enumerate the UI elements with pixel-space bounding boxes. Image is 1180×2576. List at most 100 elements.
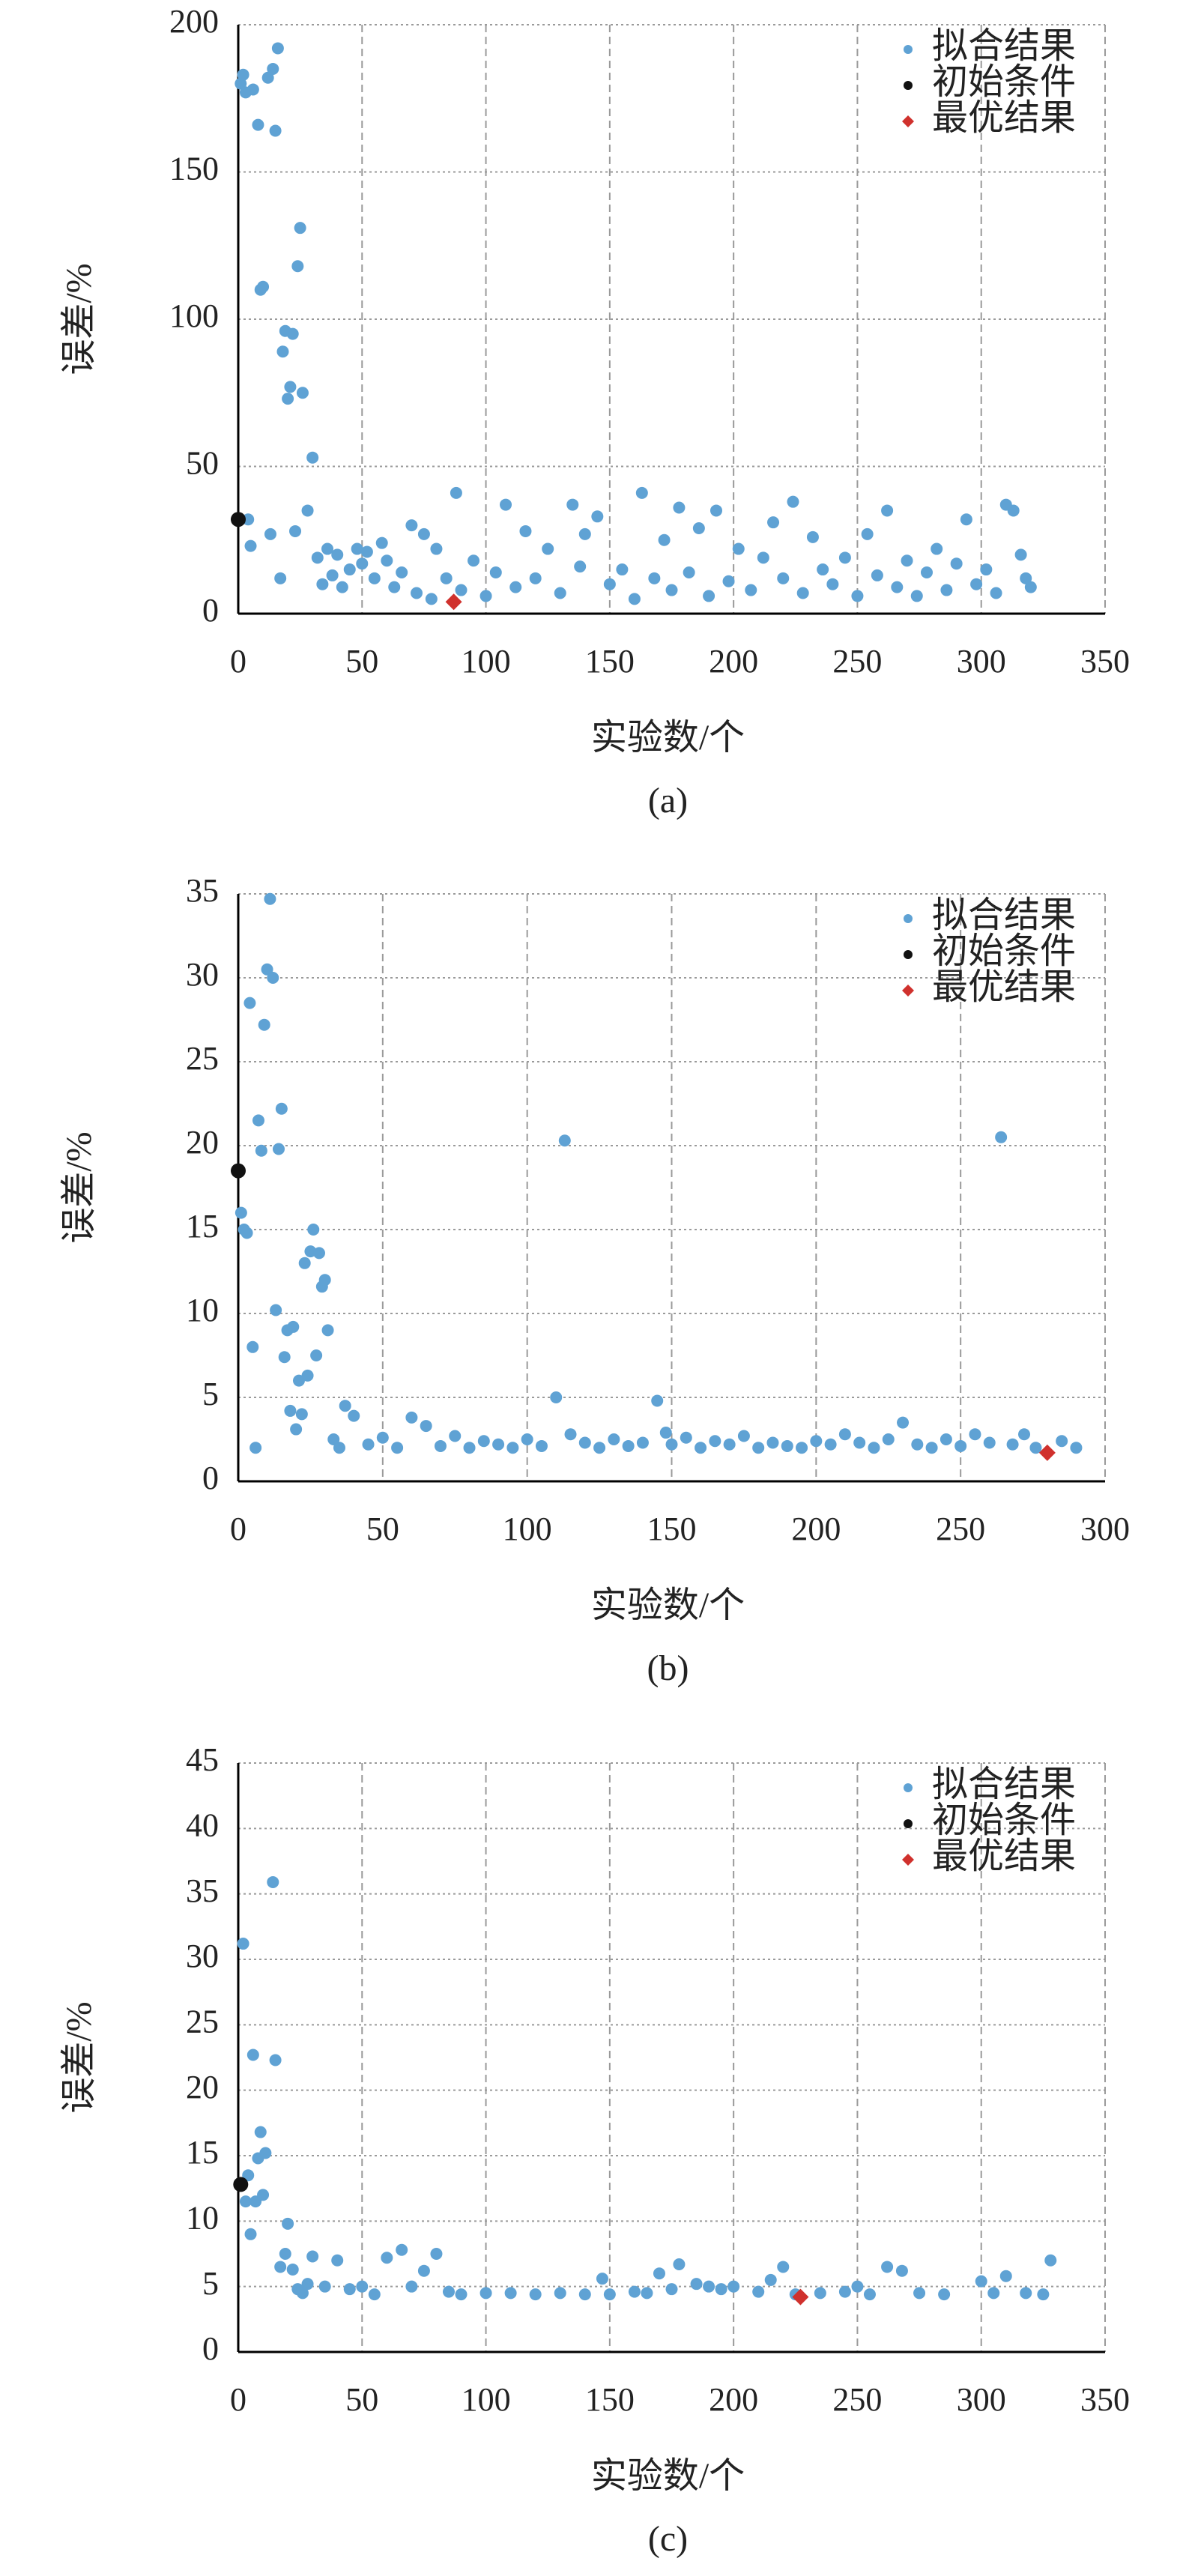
legend-marker — [904, 950, 913, 959]
data-point — [1037, 2288, 1050, 2301]
y-tick-label: 10 — [186, 1292, 219, 1328]
data-point — [434, 1439, 447, 1452]
y-tick-label: 20 — [186, 1124, 219, 1161]
initial-point — [231, 512, 246, 527]
data-point — [641, 2287, 653, 2300]
data-point — [440, 572, 453, 584]
data-point — [814, 2287, 826, 2300]
data-point — [316, 578, 329, 590]
x-tick-label: 300 — [957, 2381, 1006, 2418]
data-point — [781, 1439, 793, 1452]
data-point — [296, 2287, 309, 2300]
data-point — [636, 1436, 649, 1449]
data-point — [244, 2228, 257, 2240]
data-point — [868, 1442, 880, 1454]
data-point — [703, 590, 715, 602]
data-point — [310, 1349, 323, 1361]
data-point — [920, 566, 933, 578]
data-point — [479, 2287, 492, 2300]
data-point — [574, 560, 587, 573]
data-point — [940, 584, 953, 596]
data-point — [257, 2189, 270, 2201]
data-point — [376, 1431, 389, 1444]
legend-marker — [904, 81, 913, 90]
data-point — [282, 393, 294, 405]
data-point — [737, 1430, 750, 1442]
data-point — [343, 2283, 356, 2296]
data-point — [294, 222, 306, 235]
data-point — [417, 2264, 430, 2277]
data-point — [554, 2287, 566, 2300]
data-point — [658, 533, 671, 546]
data-point — [897, 1416, 910, 1429]
data-point — [838, 551, 851, 564]
data-point — [246, 83, 259, 96]
data-point — [388, 581, 401, 593]
data-point — [286, 2263, 299, 2276]
data-point — [243, 997, 256, 1009]
data-point — [1056, 1435, 1068, 1448]
legend-label: 最优结果 — [932, 1836, 1076, 1876]
data-point — [301, 504, 314, 517]
y-tick-label: 0 — [202, 592, 219, 629]
data-point — [306, 451, 319, 464]
data-point — [1029, 1442, 1042, 1454]
caption: (a) — [648, 781, 688, 820]
chart-panel: 0 50 100 150 200 250 300 350 0 5 10 15 20 25 30 35 40 45 拟… — [59, 1741, 1130, 2559]
y-tick-label: 10 — [186, 2199, 219, 2236]
y-tick-label: 0 — [202, 2330, 219, 2367]
data-point — [284, 1404, 297, 1417]
data-point — [504, 2287, 517, 2300]
data-point — [745, 584, 757, 596]
data-point — [259, 2147, 272, 2159]
optimal-point — [792, 2288, 809, 2306]
caption: (b) — [647, 1648, 689, 1688]
data-point — [244, 539, 257, 552]
data-point — [648, 572, 661, 584]
data-point — [267, 62, 279, 75]
data-point — [449, 1430, 462, 1442]
data-point — [301, 2278, 314, 2291]
data-point — [425, 593, 438, 605]
data-point — [722, 575, 735, 587]
y-axis-label: 误差/% — [59, 263, 99, 375]
data-point — [368, 2288, 381, 2301]
data-point — [269, 2054, 282, 2066]
data-point — [911, 1438, 924, 1451]
data-point — [871, 569, 883, 581]
data-point — [766, 1436, 779, 1449]
data-point — [727, 2280, 740, 2293]
data-point — [242, 513, 255, 526]
data-point — [237, 1938, 249, 1950]
data-point — [442, 2285, 455, 2298]
data-point — [331, 2254, 344, 2267]
data-point — [368, 572, 381, 584]
x-tick-label: 50 — [345, 2381, 378, 2418]
data-point — [1024, 581, 1037, 593]
y-tick-label: 15 — [186, 2134, 219, 2171]
data-point — [500, 498, 512, 511]
x-tick-label: 200 — [791, 1511, 841, 1547]
data-point — [732, 542, 745, 555]
data-point — [430, 2248, 443, 2260]
data-point — [616, 563, 629, 576]
y-tick-label: 150 — [169, 151, 219, 187]
x-axis-label: 实验数/个 — [591, 2456, 745, 2496]
data-point — [925, 1442, 938, 1454]
data-point — [258, 1018, 270, 1031]
legend-label: 初始条件 — [932, 931, 1076, 971]
legend-marker — [904, 45, 913, 54]
data-point — [295, 1408, 308, 1421]
data-point — [970, 578, 983, 590]
data-point — [450, 486, 462, 499]
data-point — [578, 527, 591, 540]
data-point — [296, 387, 309, 399]
data-point — [1007, 504, 1020, 517]
x-tick-label: 100 — [462, 2381, 511, 2418]
data-point — [509, 581, 522, 593]
legend-label: 最优结果 — [932, 98, 1076, 138]
legend-label: 拟合结果 — [932, 895, 1076, 935]
x-tick-label: 300 — [957, 643, 1006, 680]
data-point — [264, 527, 276, 540]
data-point — [603, 2288, 616, 2301]
